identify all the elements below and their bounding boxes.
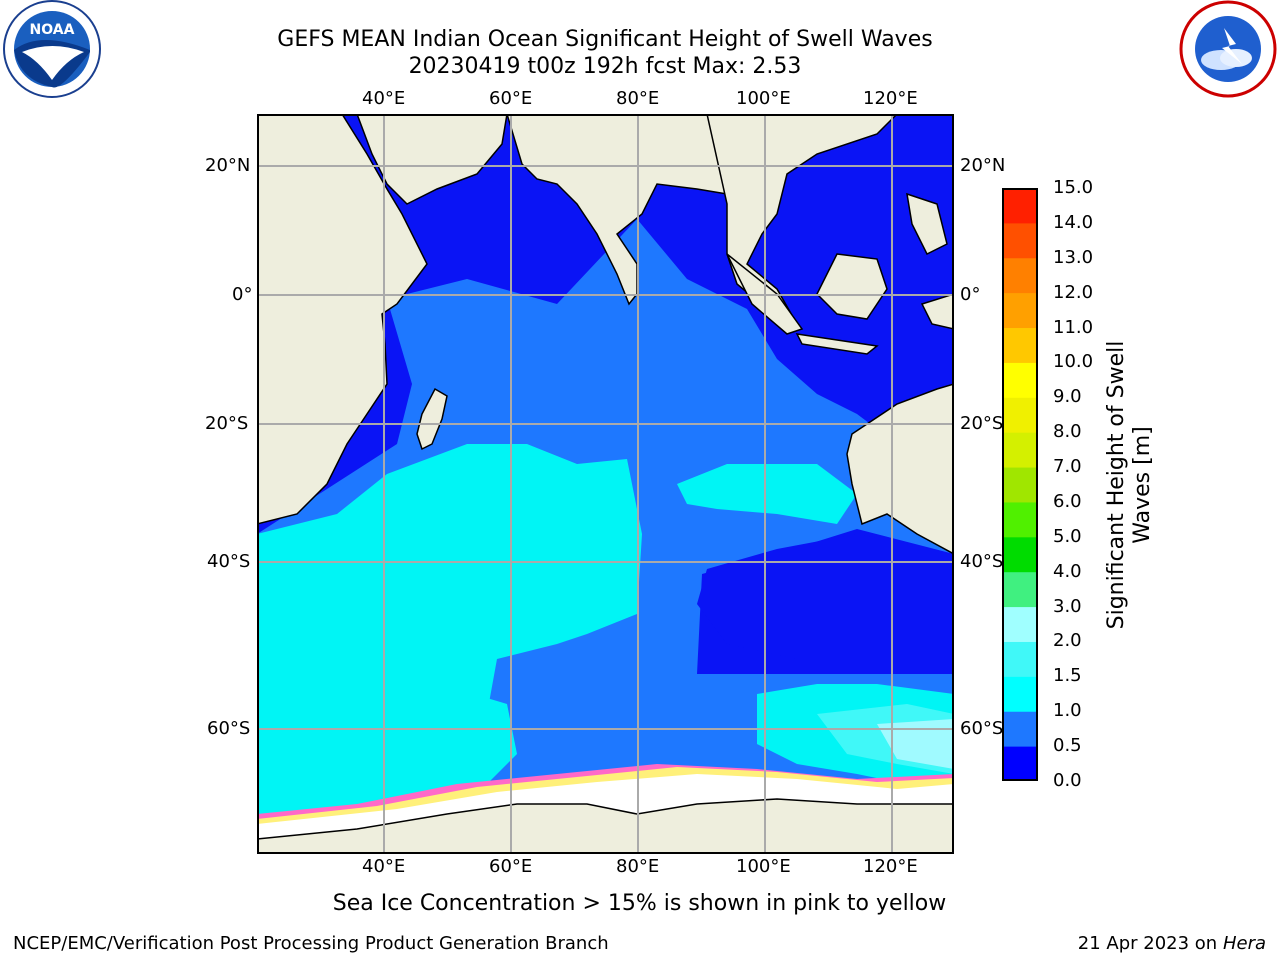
colorbar-tick-label: 1.5 [1053,665,1082,687]
colorbar-segment [1002,536,1038,573]
chart-title: GEFS MEAN Indian Ocean Significant Heigh… [277,27,933,52]
lon-tick-top: 60°E [489,88,533,109]
lon-tick-bottom: 120°E [863,856,918,877]
colorbar-segment [1002,746,1038,781]
lon-tick-top: 80°E [616,88,660,109]
land-new-guinea [920,293,954,330]
colorbar-tick-label: 3.0 [1053,595,1082,617]
colorbar-segment [1002,641,1038,677]
colorbar-segment [1002,432,1038,468]
swell-band-2-0-3-0-se [877,719,954,769]
lat-tick-right: 20°S [960,413,1004,434]
colorbar-tick-label: 2.0 [1053,630,1082,652]
colorbar-segment [1002,606,1038,642]
noaa-logo: NOAA [3,0,101,98]
footer-date: 21 Apr 2023 on Hera [1078,933,1266,954]
land-madagascar [416,387,448,451]
colorbar-segment [1002,571,1038,608]
colorbar-segment [1002,501,1038,538]
lon-tick-top: 100°E [736,88,791,109]
lat-tick-right: 40°S [960,551,1004,572]
colorbar-tick-label: 7.0 [1053,456,1082,478]
map-caption: Sea Ice Concentration > 15% is shown in … [332,891,947,916]
colorbar-tick-label: 4.0 [1053,560,1082,582]
colorbar-segment [1002,397,1038,433]
land-australia [846,383,954,555]
lat-tick-left: 40°S [207,551,251,572]
colorbar-tick-label: 5.0 [1053,525,1082,547]
colorbar [1002,188,1038,781]
lat-tick-right: 0° [960,284,981,305]
colorbar-segment [1002,292,1038,329]
colorbar-segment [1002,188,1038,224]
colorbar-tick-label: 8.0 [1053,421,1082,443]
colorbar-segment [1002,467,1038,503]
colorbar-segment [1002,222,1038,259]
lon-tick-top: 40°E [362,88,406,109]
land-antarctica [257,798,954,854]
colorbar-segment [1002,711,1038,747]
lat-tick-left: 0° [232,284,253,305]
colorbar-tick-label: 6.0 [1053,490,1082,512]
footer-host: Hera [1222,933,1266,954]
colorbar-segment [1002,257,1038,294]
graticule [257,114,954,854]
lat-tick-right: 20°N [960,155,1006,176]
lon-tick-top: 120°E [863,88,918,109]
colorbar-tick-label: 12.0 [1053,281,1094,303]
colorbar-tick-label: 0.5 [1053,735,1082,757]
lon-tick-bottom: 60°E [489,856,533,877]
colorbar-tick-label: 14.0 [1053,211,1094,233]
svg-text:NOAA: NOAA [30,22,75,38]
map-panel [257,114,954,854]
lon-tick-bottom: 40°E [362,856,406,877]
colorbar-tick-label: 10.0 [1053,351,1094,373]
lat-tick-left: 20°N [205,155,251,176]
lon-tick-bottom: 100°E [736,856,791,877]
land-java [795,333,879,355]
colorbar-tick-label: 11.0 [1053,316,1094,338]
footer-credit: NCEP/EMC/Verification Post Processing Pr… [13,933,609,954]
colorbar-tick-label: 13.0 [1053,246,1094,268]
chart-subtitle: 20230419 t00z 192h fcst Max: 2.53 [408,54,802,79]
swell-band-1-0-1-5-east [677,464,857,524]
lon-tick-bottom: 80°E [616,856,660,877]
swell-band-0-0-0-5-se [697,534,954,674]
lat-tick-right: 60°S [960,718,1004,739]
colorbar-segment [1002,327,1038,363]
colorbar-tick-label: 15.0 [1053,177,1094,198]
footer-date-text: 21 Apr 2023 on [1077,933,1223,954]
colorbar-title: Significant Height of Swell Waves [m] [1104,340,1155,630]
colorbar-tick-label: 9.0 [1053,386,1082,408]
land-arabia [356,114,508,205]
swell-band-1-0-1-5-sw [257,634,517,834]
nws-logo [1179,0,1277,98]
colorbar-tick-label: 0.0 [1053,770,1082,791]
lat-tick-left: 20°S [205,413,249,434]
lat-tick-left: 60°S [207,718,251,739]
colorbar-segment [1002,676,1038,712]
land-philippines [906,192,948,256]
colorbar-segment [1002,362,1038,398]
colorbar-tick-label: 1.0 [1053,700,1082,722]
